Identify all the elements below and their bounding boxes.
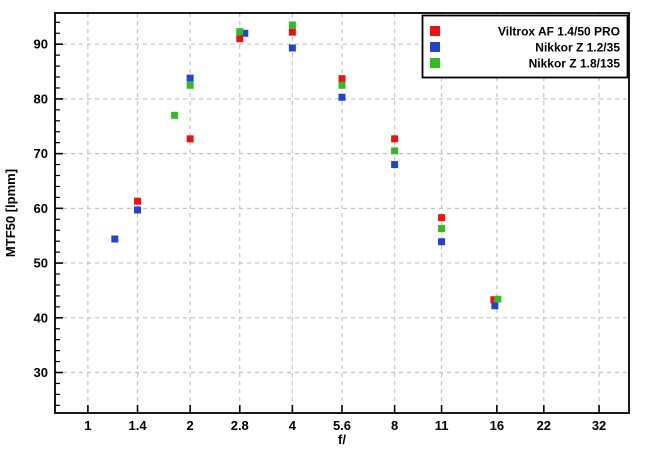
legend: Viltrox AF 1.4/50 PRO Nikkor Z 1.2/35 Nikk… — [421, 14, 629, 79]
legend-box — [421, 14, 629, 79]
x-tick-label: 1.4 — [128, 418, 147, 433]
data-point — [494, 295, 502, 303]
y-tick-label: 50 — [34, 256, 48, 271]
y-tick-label: 60 — [34, 201, 48, 216]
data-point — [186, 135, 194, 143]
data-point — [236, 28, 244, 36]
data-point — [338, 93, 346, 101]
series-nikkor-z-1-2-35 — [111, 29, 499, 310]
legend-swatch — [430, 26, 440, 36]
legend-label: Nikkor Z 1.8/135 — [529, 57, 621, 71]
y-tick-label: 70 — [34, 146, 48, 161]
x-tick-label: 22 — [537, 418, 551, 433]
x-tick-label: 2 — [187, 418, 194, 433]
data-point — [438, 214, 446, 222]
data-point — [134, 206, 142, 214]
data-point — [391, 147, 399, 155]
legend-label: Nikkor Z 1.2/35 — [535, 41, 620, 55]
data-point — [338, 81, 346, 89]
data-point — [236, 35, 244, 43]
data-point — [490, 296, 498, 304]
data-point — [391, 161, 399, 169]
data-point — [134, 197, 142, 205]
data-point — [111, 235, 119, 243]
x-tick-label: 8 — [391, 418, 398, 433]
data-point — [391, 135, 399, 143]
x-tick-label: 16 — [490, 418, 504, 433]
y-tick-label: 80 — [34, 91, 48, 106]
data-point — [438, 238, 446, 246]
x-axis-label: f/ — [338, 432, 346, 447]
series-nikkor-z-1-8-135 — [171, 21, 502, 303]
y-tick-label: 40 — [34, 310, 48, 325]
legend-swatch — [430, 58, 440, 68]
x-tick-label: 5.6 — [333, 418, 351, 433]
x-tick-label: 4 — [289, 418, 297, 433]
data-point — [491, 302, 499, 310]
y-tick-label: 90 — [34, 37, 48, 52]
legend-label: Viltrox AF 1.4/50 PRO — [498, 25, 620, 39]
data-point — [288, 21, 296, 29]
data-point — [288, 28, 296, 36]
y-tick-label: 30 — [34, 365, 48, 380]
x-tick-label: 1 — [84, 418, 91, 433]
data-point — [186, 74, 194, 82]
data-point — [438, 225, 446, 233]
data-point — [241, 29, 249, 37]
data-point — [186, 81, 194, 89]
x-tick-label: 32 — [592, 418, 606, 433]
y-axis-label: MTF50 [lpmm] — [3, 169, 18, 257]
x-tick-label: 2.8 — [231, 418, 249, 433]
data-point — [171, 111, 179, 119]
series-viltrox-af-1-4-50-pro — [134, 28, 498, 304]
legend-swatch — [430, 42, 440, 52]
x-tick-label: 11 — [435, 418, 449, 433]
data-point — [338, 75, 346, 83]
data-point — [288, 44, 296, 52]
